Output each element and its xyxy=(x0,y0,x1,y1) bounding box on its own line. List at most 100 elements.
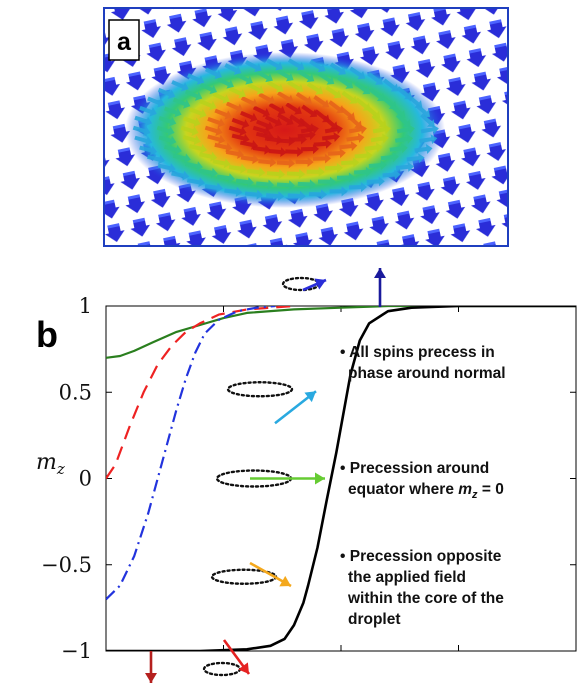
droplet-spin-arrow xyxy=(336,172,355,183)
droplet-spin-arrow xyxy=(225,101,244,113)
droplet-spin-arrow xyxy=(289,114,306,127)
arrow-spin-normal-light xyxy=(302,278,327,292)
droplet-spin-arrow xyxy=(147,96,165,108)
annotation-3: • Precession opposite the applied field wi… xyxy=(340,548,504,628)
droplet-spin-arrow xyxy=(231,133,250,144)
droplet-spin-arrow xyxy=(256,70,273,83)
droplet-spin-arrow xyxy=(329,186,348,197)
droplet-spin-arrow xyxy=(235,72,253,85)
annotation-2: • Precession around equator where mz = 0 xyxy=(340,460,504,501)
droplet-spin-arrow xyxy=(390,104,406,118)
droplet-spin-arrow xyxy=(139,105,157,117)
droplet-spin-arrow xyxy=(346,133,365,143)
arrow-spin-half xyxy=(274,390,317,425)
droplet-spin-arrow xyxy=(256,179,275,190)
droplet-spin-arrow xyxy=(204,125,223,136)
droplet-spin-arrow xyxy=(367,72,383,85)
droplet-spin-arrow xyxy=(199,82,217,95)
arrow-spin-applied-field xyxy=(374,268,386,307)
droplet-spin-arrow xyxy=(212,158,231,169)
droplet-spin-arrow xyxy=(414,144,433,154)
droplet-spin-arrow xyxy=(258,157,277,168)
droplet-spin-arrow xyxy=(266,58,283,71)
droplet-spin-arrow xyxy=(317,176,336,187)
precession-ellipse xyxy=(226,381,294,398)
arrow-spin-down-red xyxy=(222,639,251,675)
droplet-spin-arrow xyxy=(306,82,324,95)
droplet-spin-arrow xyxy=(325,85,342,99)
series-layer xyxy=(106,306,576,651)
droplet-spin-arrow xyxy=(324,124,343,135)
droplet-spin-arrow xyxy=(276,158,295,169)
droplet-spin-arrow xyxy=(298,117,314,131)
droplet-spin-arrow xyxy=(277,91,294,104)
panel-a-label-box xyxy=(108,19,140,61)
plot-frame xyxy=(105,305,577,652)
droplet-spin-arrow xyxy=(267,80,284,93)
droplet-spin-arrow xyxy=(247,167,266,178)
droplet-spin-arrow xyxy=(415,103,431,118)
droplet-spin-arrow xyxy=(329,62,346,75)
droplet-spin-arrow xyxy=(184,89,203,101)
droplet-spin-arrow xyxy=(395,113,411,128)
droplet-spin-arrow xyxy=(354,166,373,177)
droplet-spin-arrow xyxy=(309,59,326,73)
droplet-spin-arrow xyxy=(396,86,412,100)
droplet-spin-arrows xyxy=(132,58,439,202)
droplet-spin-arrow xyxy=(252,125,271,136)
arrow-spin-minus-half xyxy=(249,561,292,588)
droplet-spin-arrow xyxy=(349,66,366,80)
droplet-spin-arrow xyxy=(240,110,258,123)
annotation-text-block: • All spins precess in phase around norma… xyxy=(340,344,506,628)
droplet-spin-arrow xyxy=(224,63,242,75)
series-solid-black xyxy=(106,306,576,651)
droplet-spin-arrow xyxy=(225,149,244,159)
droplet-spin-arrow xyxy=(389,143,408,154)
droplet-spin-arrow xyxy=(301,104,318,118)
arrow-spin-down-darkred xyxy=(145,651,157,683)
droplet-spin-arrow xyxy=(276,136,295,147)
droplet-spin-arrow xyxy=(214,142,233,153)
droplet-spin-arrow xyxy=(235,177,254,188)
droplet-spin-arrow xyxy=(295,156,314,167)
droplet-spin-arrow xyxy=(365,105,381,119)
precession-arrows-outside-plot xyxy=(145,268,386,683)
droplet-spin-arrow xyxy=(324,163,343,174)
droplet-spin-arrow xyxy=(172,97,191,109)
y-tick-label: 0 xyxy=(79,467,92,491)
droplet-spin-arrow xyxy=(347,114,362,129)
droplet-spin-arrow xyxy=(268,147,287,158)
droplet-spin-arrow xyxy=(207,116,225,128)
annotation-1: • All spins precess in phase around norma… xyxy=(340,344,506,382)
droplet-spin-arrow xyxy=(156,125,175,136)
droplet-spin-arrow xyxy=(184,161,203,172)
droplet-spin-arrow xyxy=(341,157,360,168)
droplet-spin-arrow xyxy=(199,151,218,162)
droplet-spin-arrow xyxy=(134,115,153,127)
droplet-spin-arrow xyxy=(277,113,294,126)
droplet-spin-arrow xyxy=(182,116,201,127)
droplet-spin-arrow xyxy=(266,169,285,180)
droplet-spin-arrow xyxy=(287,58,305,71)
droplet-spin-arrow xyxy=(383,78,399,92)
droplet-spin-arrow xyxy=(240,96,258,108)
panel-a-frame xyxy=(103,7,509,247)
droplet-spin-arrow xyxy=(366,176,385,187)
droplet-spin-arrow xyxy=(285,146,304,157)
series-dashdot-blue xyxy=(106,306,276,601)
droplet-spin-arrow xyxy=(171,80,189,92)
droplet-spin-arrow xyxy=(258,92,276,105)
droplet-spin-arrow xyxy=(157,87,176,99)
droplet-spin-arrow xyxy=(245,60,262,73)
y-tick-label: 0.5 xyxy=(59,380,92,404)
droplet-spin-arrow xyxy=(240,154,259,165)
droplet-spin-arrow xyxy=(158,135,177,146)
droplet-spin-arrow xyxy=(371,114,387,128)
droplet-spin-arrow xyxy=(322,115,338,130)
droplet-spin-arrow xyxy=(172,153,191,164)
droplet-spin-arrow xyxy=(189,143,208,154)
droplet-spin-arrow xyxy=(297,69,315,83)
droplet-spin-arrow xyxy=(199,99,217,111)
droplet-spin-arrow xyxy=(287,80,304,93)
droplet-spin-arrow xyxy=(286,168,305,179)
